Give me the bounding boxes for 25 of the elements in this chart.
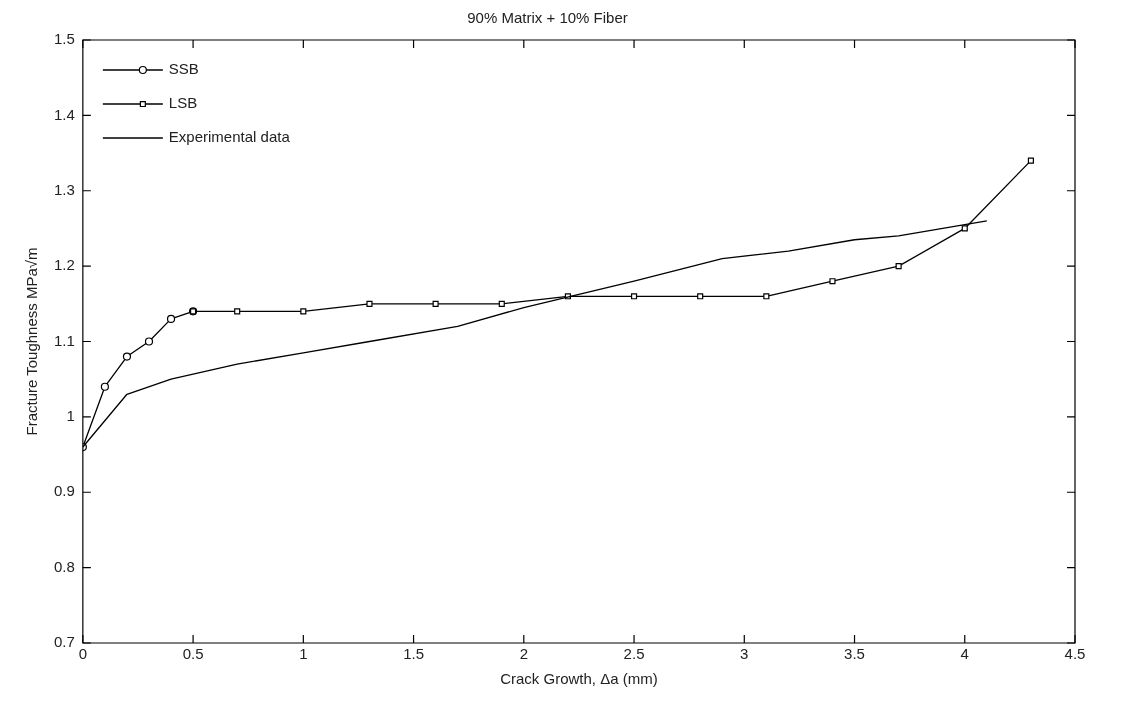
y-tick-label: 0.7	[53, 633, 75, 651]
x-tick-label: 0	[78, 645, 88, 663]
y-tick-label: 1.1	[53, 331, 75, 349]
y-axis-title: Fracture Toughness MPa√m	[23, 247, 41, 436]
x-tick-label: 2	[519, 645, 528, 663]
y-tick-label: 1.5	[53, 30, 75, 48]
y-tick-label: 1.2	[53, 256, 75, 274]
legend-label: Experimental data	[168, 128, 291, 146]
x-axis-title: Crack Growth, Δa (mm)	[500, 670, 658, 688]
y-tick-label: 1.4	[53, 105, 75, 123]
x-tick-label: 4	[960, 645, 969, 663]
y-tick-label: 0.8	[53, 557, 75, 575]
x-tick-label: 4.5	[1064, 645, 1086, 663]
y-tick-label: 1	[66, 407, 75, 425]
x-tick-label: 3	[740, 645, 749, 663]
y-tick-label: 0.9	[53, 482, 75, 500]
x-tick-label: 3.5	[844, 645, 865, 663]
x-tick-label: 2.5	[623, 645, 645, 663]
legend-label: LSB	[168, 94, 198, 112]
x-tick-label: 1	[299, 645, 308, 663]
x-tick-label: 0.5	[182, 645, 204, 663]
y-tick-label: 1.3	[53, 180, 75, 198]
x-tick-label: 1.5	[403, 645, 424, 663]
chart-title: 90% Matrix + 10% Fiber	[467, 9, 628, 27]
legend-label: SSB	[168, 60, 199, 78]
